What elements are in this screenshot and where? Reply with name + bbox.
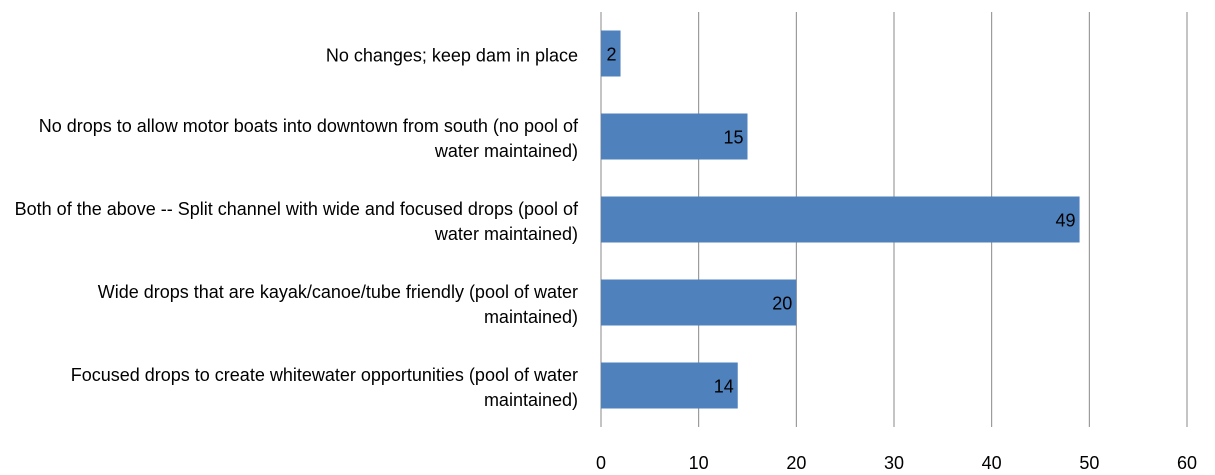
data-label: 15 [723, 127, 743, 147]
data-label: 14 [714, 376, 734, 396]
x-tick-label: 30 [884, 453, 904, 473]
x-tick-label: 60 [1177, 453, 1197, 473]
data-label: 49 [1056, 210, 1076, 230]
bar [601, 113, 748, 160]
x-tick-label: 20 [786, 453, 806, 473]
x-tick-label: 50 [1079, 453, 1099, 473]
y-tick-label: No changes; keep dam in place [325, 45, 578, 65]
x-tick-label: 0 [596, 453, 606, 473]
bar [601, 196, 1080, 243]
bar [601, 30, 621, 77]
y-tick-label: Both of the above -- Split channel with … [14, 198, 578, 244]
bar [601, 279, 797, 326]
bar [601, 362, 738, 409]
y-tick-label: Focused drops to create whitewater oppor… [70, 364, 578, 410]
y-tick-label: Wide drops that are kayak/canoe/tube fri… [97, 281, 578, 327]
y-tick-label: No drops to allow motor boats into downt… [38, 115, 578, 161]
data-label: 20 [772, 293, 792, 313]
x-tick-label: 40 [982, 453, 1002, 473]
data-label: 2 [607, 44, 617, 64]
x-tick-label: 10 [689, 453, 709, 473]
